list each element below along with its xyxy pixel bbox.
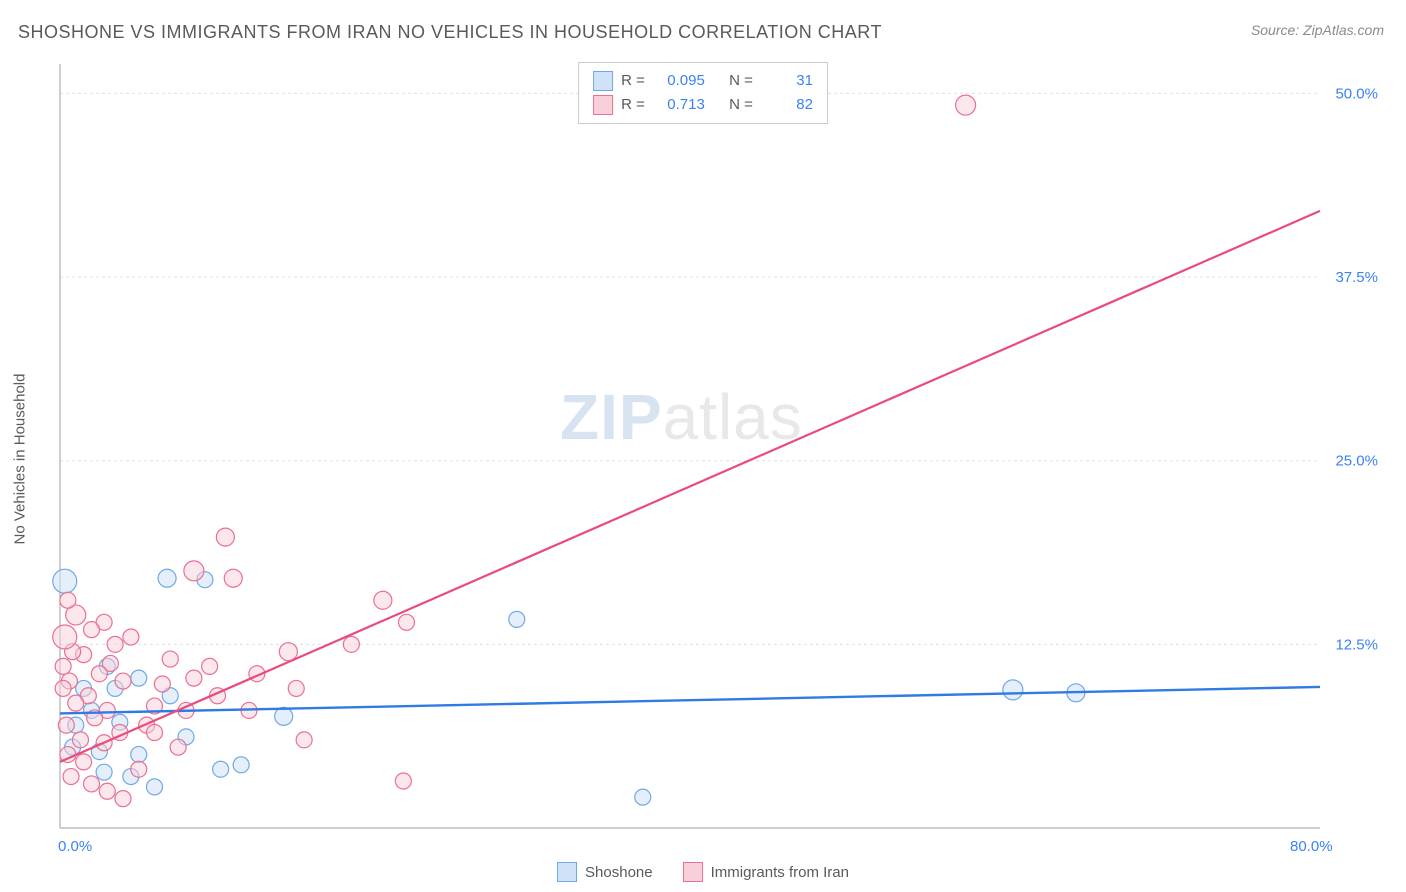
legend-label-0: Shoshone [585,864,653,881]
series-legend: Shoshone Immigrants from Iran [557,862,849,882]
legend-swatch-b1 [683,862,703,882]
x-axis-end-label: 80.0% [1290,838,1333,855]
n-value-1: 82 [761,93,813,117]
r-label-1: R = [621,93,645,117]
legend-item-0: Shoshone [557,862,653,882]
chart-container: No Vehicles in Household 12.5%25.0%37.5%… [50,58,1386,860]
legend-label-1: Immigrants from Iran [711,864,849,881]
svg-text:12.5%: 12.5% [1335,636,1378,653]
correlation-legend: R = 0.095 N = 31 R = 0.713 N = 82 [578,62,828,124]
legend-row-0: R = 0.095 N = 31 [593,69,813,93]
x-axis-start-label: 0.0% [58,838,92,855]
r-label-0: R = [621,69,645,93]
n-label-1: N = [729,93,753,117]
svg-text:25.0%: 25.0% [1335,453,1378,470]
y-axis-label: No Vehicles in Household [12,374,29,545]
n-label-0: N = [729,69,753,93]
svg-text:37.5%: 37.5% [1335,269,1378,286]
r-value-0: 0.095 [653,69,705,93]
r-value-1: 0.713 [653,93,705,117]
legend-swatch-1 [593,95,613,115]
legend-item-1: Immigrants from Iran [683,862,849,882]
svg-text:50.0%: 50.0% [1335,85,1378,102]
legend-swatch-b0 [557,862,577,882]
scatter-chart: 12.5% 25.0% 37.5% 50.0% [50,58,1386,860]
n-value-0: 31 [761,69,813,93]
source-attribution: Source: ZipAtlas.com [1251,22,1384,38]
legend-swatch-0 [593,71,613,91]
chart-title: SHOSHONE VS IMMIGRANTS FROM IRAN NO VEHI… [18,22,882,43]
legend-row-1: R = 0.713 N = 82 [593,93,813,117]
